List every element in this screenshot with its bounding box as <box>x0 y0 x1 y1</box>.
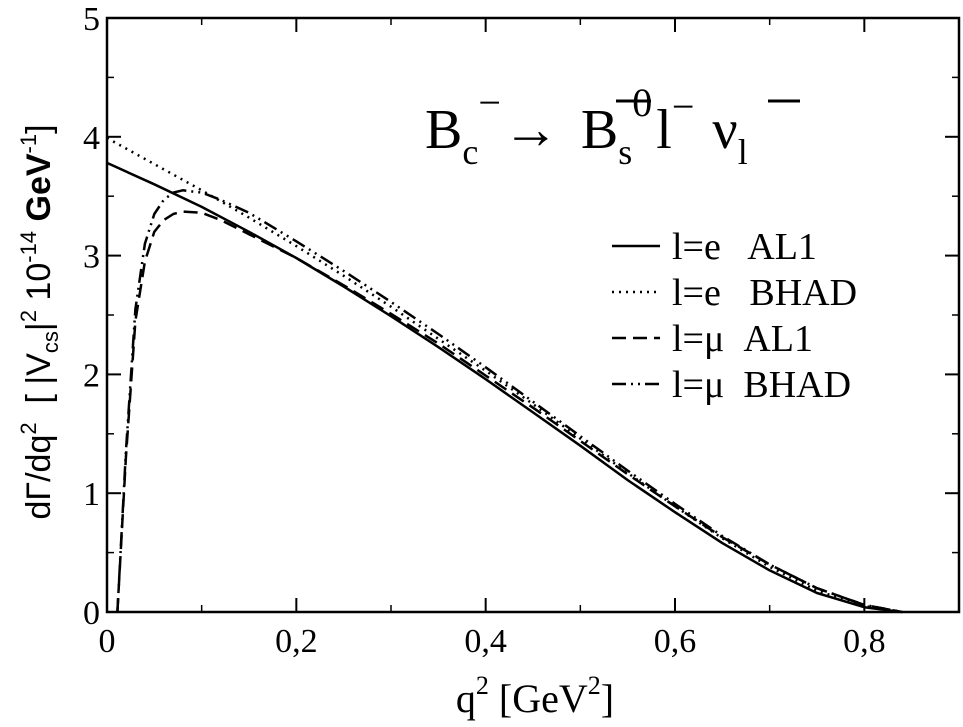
series-layer <box>106 136 903 614</box>
y-tick-label: 3 <box>83 239 100 276</box>
x-tick-label: 0,8 <box>843 623 886 660</box>
annot-l-sup: − <box>672 84 695 129</box>
y-tick-label: 1 <box>83 476 100 513</box>
ylabel-p3-sup: 2 <box>16 310 41 322</box>
annot-bc-sup: − <box>478 80 501 125</box>
legend-label-4: l=μ BHAD <box>672 364 851 406</box>
annot-l: l <box>656 99 672 161</box>
x-tick-label: 0,4 <box>464 623 507 660</box>
series-line-1 <box>106 161 903 614</box>
y-tick-label: 0 <box>83 595 100 632</box>
annot-bc: B <box>425 99 462 161</box>
ylabel-p5-sup: -1 <box>16 134 41 154</box>
y-tick-label: 4 <box>83 120 100 157</box>
xlabel-close: ] <box>601 676 614 721</box>
decay-annotation: Bc−→Bs0l−νl <box>425 80 748 172</box>
ylabel-p1-sup: 2 <box>16 422 41 434</box>
ylabel-p2-sub: cs <box>38 331 63 353</box>
ylabel-p6: ] <box>20 124 58 133</box>
y-tick-label: 5 <box>83 1 100 38</box>
plot-frame <box>105 16 961 614</box>
legend-label-1: l=e AL1 <box>672 226 817 268</box>
xlabel-unit: [GeV <box>489 676 588 721</box>
ylabel-p1: dΓ/dq <box>20 435 58 520</box>
ylabel-p4: 10 <box>20 263 58 310</box>
x-tick-label: 0,6 <box>654 623 697 660</box>
xlabel-unit-sup: 2 <box>588 671 601 700</box>
y-axis-label: dΓ/dq2 [ |Vcs|2 10-14 GeV-1] <box>16 124 63 519</box>
x-axis-label: q2 [GeV2] <box>456 671 614 721</box>
legend-label-2: l=e BHAD <box>672 272 857 314</box>
series-line-2 <box>106 136 903 614</box>
series-line-4 <box>116 189 903 614</box>
annot-nu: ν <box>712 99 737 161</box>
legend-label-3: l=μ AL1 <box>672 318 813 360</box>
xlabel-base: q <box>456 676 476 721</box>
x-tick-label: 0,2 <box>275 623 318 660</box>
annot-arrow: → <box>503 99 559 161</box>
annot-nu-sub: l <box>738 132 748 172</box>
annot-bs: B <box>581 99 618 161</box>
annot-bc-sub: c <box>462 132 478 172</box>
y-tick-label: 2 <box>83 357 100 394</box>
ylabel-p4-sup: -14 <box>16 231 41 263</box>
ticks-layer: 0 0,2 0,4 0,6 0,8 0 1 2 3 4 5 <box>83 1 960 660</box>
ylabel-p3: | <box>20 322 58 331</box>
ylabel-p5: GeV <box>20 153 58 231</box>
x-tick-label: 0 <box>99 623 116 660</box>
ylabel-p2: [ |V <box>20 353 58 423</box>
xlabel-sup: 2 <box>476 671 489 700</box>
annot-bs-sub: s <box>618 132 632 172</box>
